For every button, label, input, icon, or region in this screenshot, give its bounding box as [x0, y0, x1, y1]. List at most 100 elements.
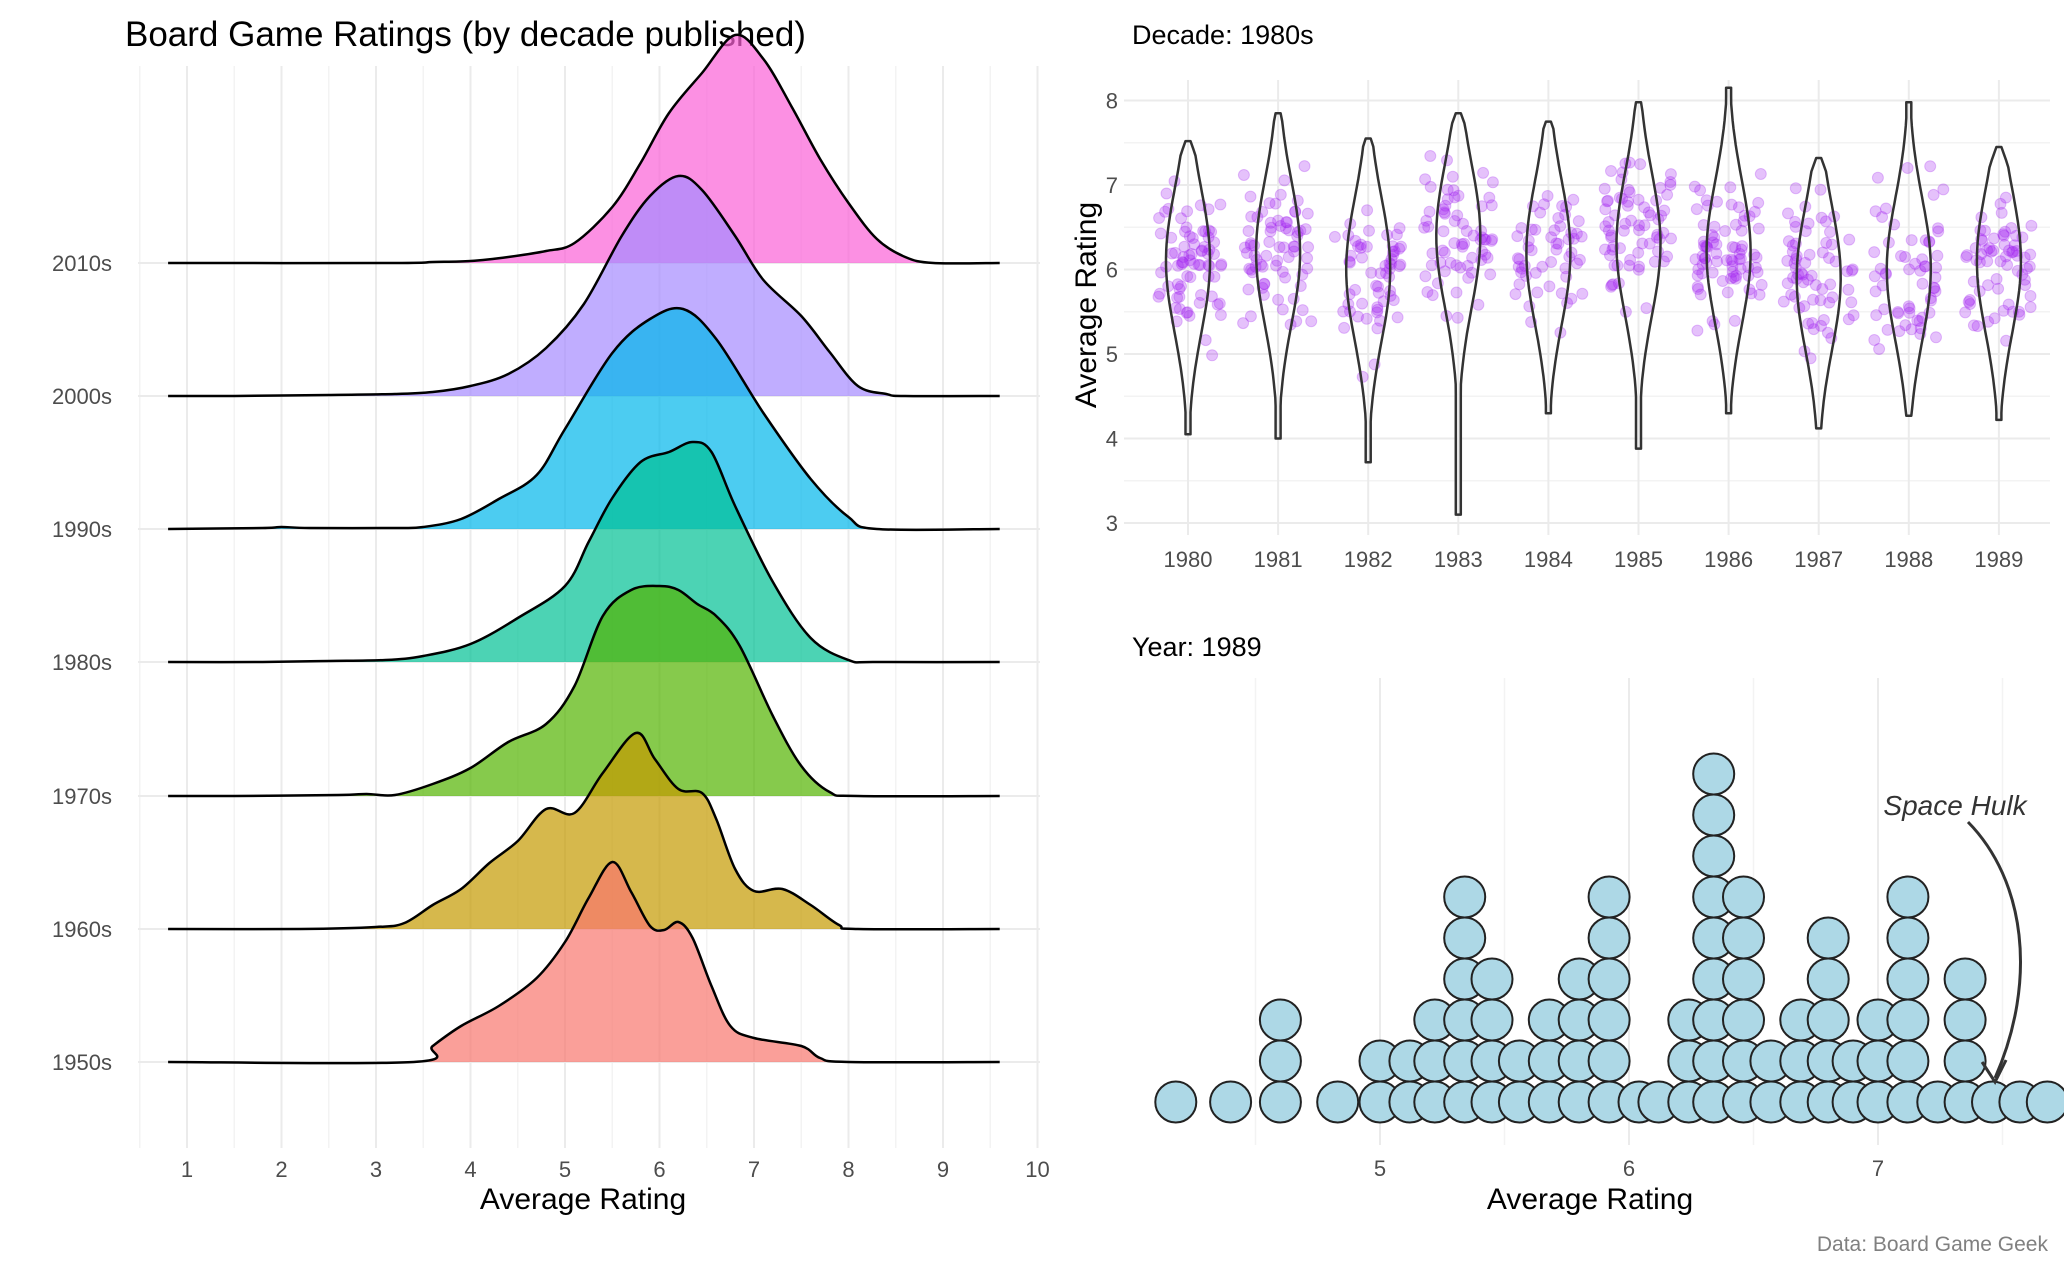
jitter-point: [1845, 264, 1858, 277]
jitter-point: [1393, 242, 1406, 255]
ridge-label-1990s: 1990s: [52, 517, 112, 542]
jitter-point: [1599, 220, 1612, 233]
jitter-point: [1154, 227, 1167, 240]
jitter-point: [1424, 150, 1437, 162]
jitter-point: [1959, 306, 1972, 319]
dot: [1470, 957, 1514, 1001]
jitter-point: [1694, 184, 1707, 197]
jitter-point: [1437, 225, 1450, 238]
violin-1983: [1435, 111, 1482, 516]
jitter-point: [1169, 246, 1182, 259]
jitter-point: [1215, 258, 1228, 271]
jitter-point: [1572, 215, 1585, 228]
y-tick-label: 6: [1106, 258, 1118, 283]
jitter-point: [1802, 317, 1815, 330]
jitter-point: [1809, 279, 1822, 291]
ridge-fill-1960s: [168, 732, 1000, 930]
jitter-point: [1710, 247, 1723, 260]
dot: [1806, 916, 1850, 960]
jitter-point: [1177, 251, 1190, 263]
jitter-point: [2002, 298, 2015, 311]
jitter-point: [1916, 253, 1929, 266]
jitter-point: [1188, 238, 1201, 251]
jitter-point: [1194, 259, 1206, 272]
dot: [1806, 998, 1850, 1042]
jitter-point: [1843, 233, 1856, 246]
jitter-point: [1271, 254, 1284, 267]
jitter-point: [1987, 244, 2000, 257]
jitter-point: [1602, 224, 1615, 237]
jitter-point: [1983, 242, 1996, 255]
jitter-point: [1903, 263, 1916, 276]
jitter-point: [1380, 267, 1392, 280]
jitter-point: [1623, 186, 1636, 199]
jitter-point: [1245, 210, 1258, 223]
dot: [1886, 998, 1930, 1042]
jitter-point: [1301, 252, 1314, 265]
jitter-point: [1753, 288, 1766, 301]
dot: [1806, 957, 1850, 1001]
jitter-point: [1916, 277, 1929, 290]
jitter-point: [1799, 256, 1812, 269]
jitter-point: [1283, 224, 1295, 237]
jitter-point: [1841, 265, 1854, 278]
jitter-point: [1815, 211, 1828, 224]
violin-y-axis-title: Average Rating: [1070, 202, 1103, 408]
jitter-point: [1632, 193, 1645, 206]
jitter-point: [2025, 219, 2038, 232]
jitter-point: [1279, 271, 1292, 284]
jitter-point: [1633, 219, 1645, 232]
jitter-point: [1184, 254, 1196, 267]
jitter-point: [1454, 261, 1467, 274]
dotplot-panel: 5 6 7: [1154, 678, 2064, 1181]
jitter-point: [1423, 205, 1436, 218]
jitter-point: [1726, 260, 1739, 273]
jitter-point: [1982, 279, 1994, 292]
jitter-point: [1625, 214, 1638, 227]
x-tick-label: 10: [1025, 1157, 1049, 1182]
x-tick-label: 1982: [1344, 547, 1393, 572]
jitter-point: [1195, 245, 1208, 258]
jitter-point: [1456, 240, 1469, 253]
jitter-point: [1846, 263, 1859, 276]
data-source-caption: Data: Board Game Geek: [1817, 1233, 2049, 1256]
dot: [1886, 916, 1930, 960]
jitter-point: [1621, 199, 1634, 212]
jitter-point: [1441, 183, 1454, 196]
jitter-point: [1632, 246, 1645, 259]
jitter-point: [1821, 326, 1834, 339]
jitter-point: [1274, 220, 1287, 232]
dot: [1443, 875, 1487, 919]
jitter-point: [1638, 219, 1651, 232]
jitter-point: [1642, 206, 1655, 219]
jitter-point: [1901, 162, 1914, 174]
jitter-point: [1171, 291, 1184, 304]
jitter-point: [1424, 180, 1437, 193]
x-tick-label: 8: [842, 1157, 854, 1182]
ridge-label-2010s: 2010s: [52, 251, 112, 276]
jitter-point: [1552, 212, 1565, 224]
jitter-point: [1529, 223, 1542, 236]
jitter-point: [1183, 230, 1196, 243]
dot: [1692, 752, 1736, 796]
jitter-point: [1372, 286, 1385, 299]
x-tick-label: 7: [748, 1157, 760, 1182]
jitter-point: [1298, 160, 1311, 173]
dotplot-x-axis-title: Average Rating: [1487, 1183, 1693, 1216]
ridge-line-1960s: [168, 731, 1000, 931]
jitter-point: [1601, 194, 1614, 207]
jitter-point: [1173, 283, 1186, 295]
jitter-point: [1633, 260, 1646, 273]
jitter-point: [1964, 294, 1976, 306]
chart-title: Board Game Ratings (by decade published): [125, 15, 806, 54]
jitter-point: [1352, 240, 1364, 253]
jitter-point: [1450, 286, 1463, 299]
jitter-point: [1349, 234, 1362, 247]
jitter-point: [1160, 187, 1173, 200]
jitter-point: [1985, 245, 1998, 258]
jitter-point: [2005, 222, 2018, 234]
jitter-point: [1823, 296, 1836, 309]
jitter-point: [1202, 259, 1215, 272]
jitter-point: [1179, 225, 1191, 238]
ridge-label-1980s: 1980s: [52, 650, 112, 675]
